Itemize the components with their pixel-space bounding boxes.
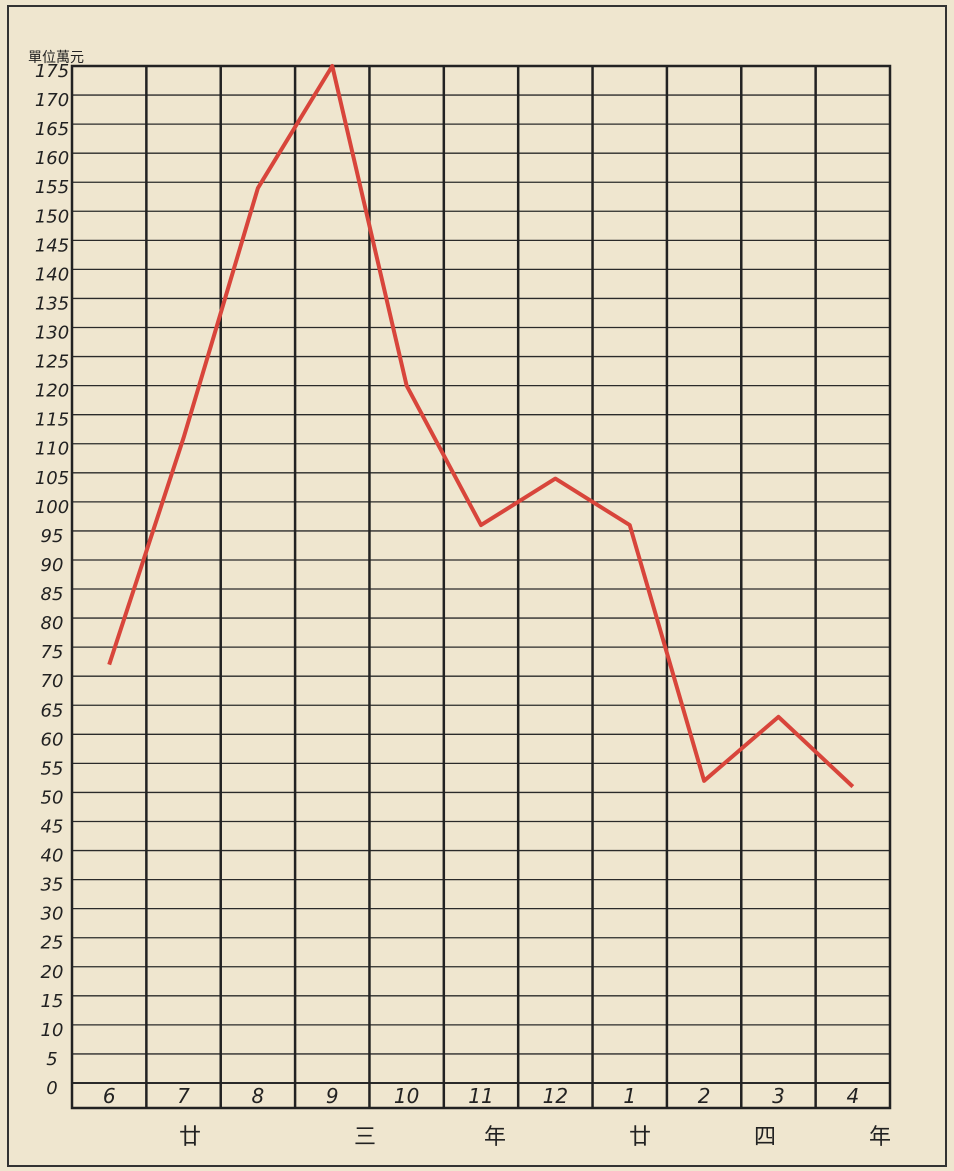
y-tick-label: 25	[41, 933, 64, 954]
y-tick-label: 100	[35, 497, 69, 518]
x-group-label: 四	[754, 1125, 776, 1150]
y-tick-label: 125	[35, 352, 69, 373]
y-tick-label: 160	[35, 148, 69, 169]
y-tick-label: 30	[41, 904, 64, 925]
x-tick-label: 10	[394, 1084, 419, 1108]
y-tick-label: 85	[41, 584, 64, 605]
x-tick-label: 3	[772, 1084, 785, 1108]
y-tick-label: 70	[41, 671, 64, 692]
x-tick-label: 4	[846, 1084, 859, 1108]
y-tick-label: 40	[41, 846, 64, 867]
y-tick-label: 20	[41, 962, 64, 983]
x-tick-label: 12	[543, 1084, 568, 1108]
data-line	[107, 64, 855, 789]
x-group-label: 三	[354, 1125, 376, 1150]
x-tick-label: 6	[103, 1084, 116, 1108]
y-tick-label: 170	[35, 90, 69, 111]
x-tick-label: 2	[698, 1084, 711, 1108]
x-tick-label: 9	[326, 1084, 339, 1108]
y-tick-label: 15	[41, 991, 64, 1012]
x-group-label: 廿	[179, 1125, 201, 1150]
y-axis-label: 單位萬元	[28, 50, 84, 66]
y-tick-label: 55	[41, 758, 64, 779]
x-tick-label: 11	[468, 1084, 493, 1108]
y-tick-label: 50	[41, 787, 64, 808]
page-frame	[7, 5, 947, 1167]
y-tick-label: 145	[35, 235, 69, 256]
x-group-label: 年	[484, 1125, 506, 1150]
y-tick-label: 110	[35, 439, 69, 460]
plot-frame	[70, 64, 892, 1110]
x-group-label: 年	[869, 1125, 891, 1150]
y-tick-label: 130	[35, 323, 69, 344]
y-tick-label: 80	[41, 613, 64, 634]
y-tick-label: 105	[35, 468, 69, 489]
x-tick-label: 8	[252, 1084, 265, 1108]
y-tick-label: 35	[41, 875, 64, 896]
y-tick-label: 95	[41, 526, 64, 547]
y-tick-label: 65	[41, 700, 64, 721]
y-tick-label: 155	[35, 177, 69, 198]
x-tick-label: 1	[623, 1084, 636, 1108]
y-tick-label: 90	[41, 555, 64, 576]
y-tick-label: 135	[35, 293, 69, 314]
x-group-label: 廿	[629, 1125, 651, 1150]
y-tick-label: 75	[41, 642, 64, 663]
y-tick-label: 45	[41, 816, 64, 837]
y-tick-label: 115	[35, 410, 69, 431]
y-tick-label: 165	[35, 119, 69, 140]
y-tick-label: 140	[35, 264, 69, 285]
y-tick-label: 5	[46, 1049, 57, 1070]
y-tick-label: 150	[35, 206, 69, 227]
y-tick-label: 10	[41, 1020, 64, 1041]
y-tick-label: 175	[35, 61, 69, 82]
y-tick-label: 0	[46, 1078, 57, 1099]
x-tick-label: 7	[177, 1084, 190, 1108]
y-tick-label: 60	[41, 729, 64, 750]
y-tick-label: 120	[35, 381, 69, 402]
